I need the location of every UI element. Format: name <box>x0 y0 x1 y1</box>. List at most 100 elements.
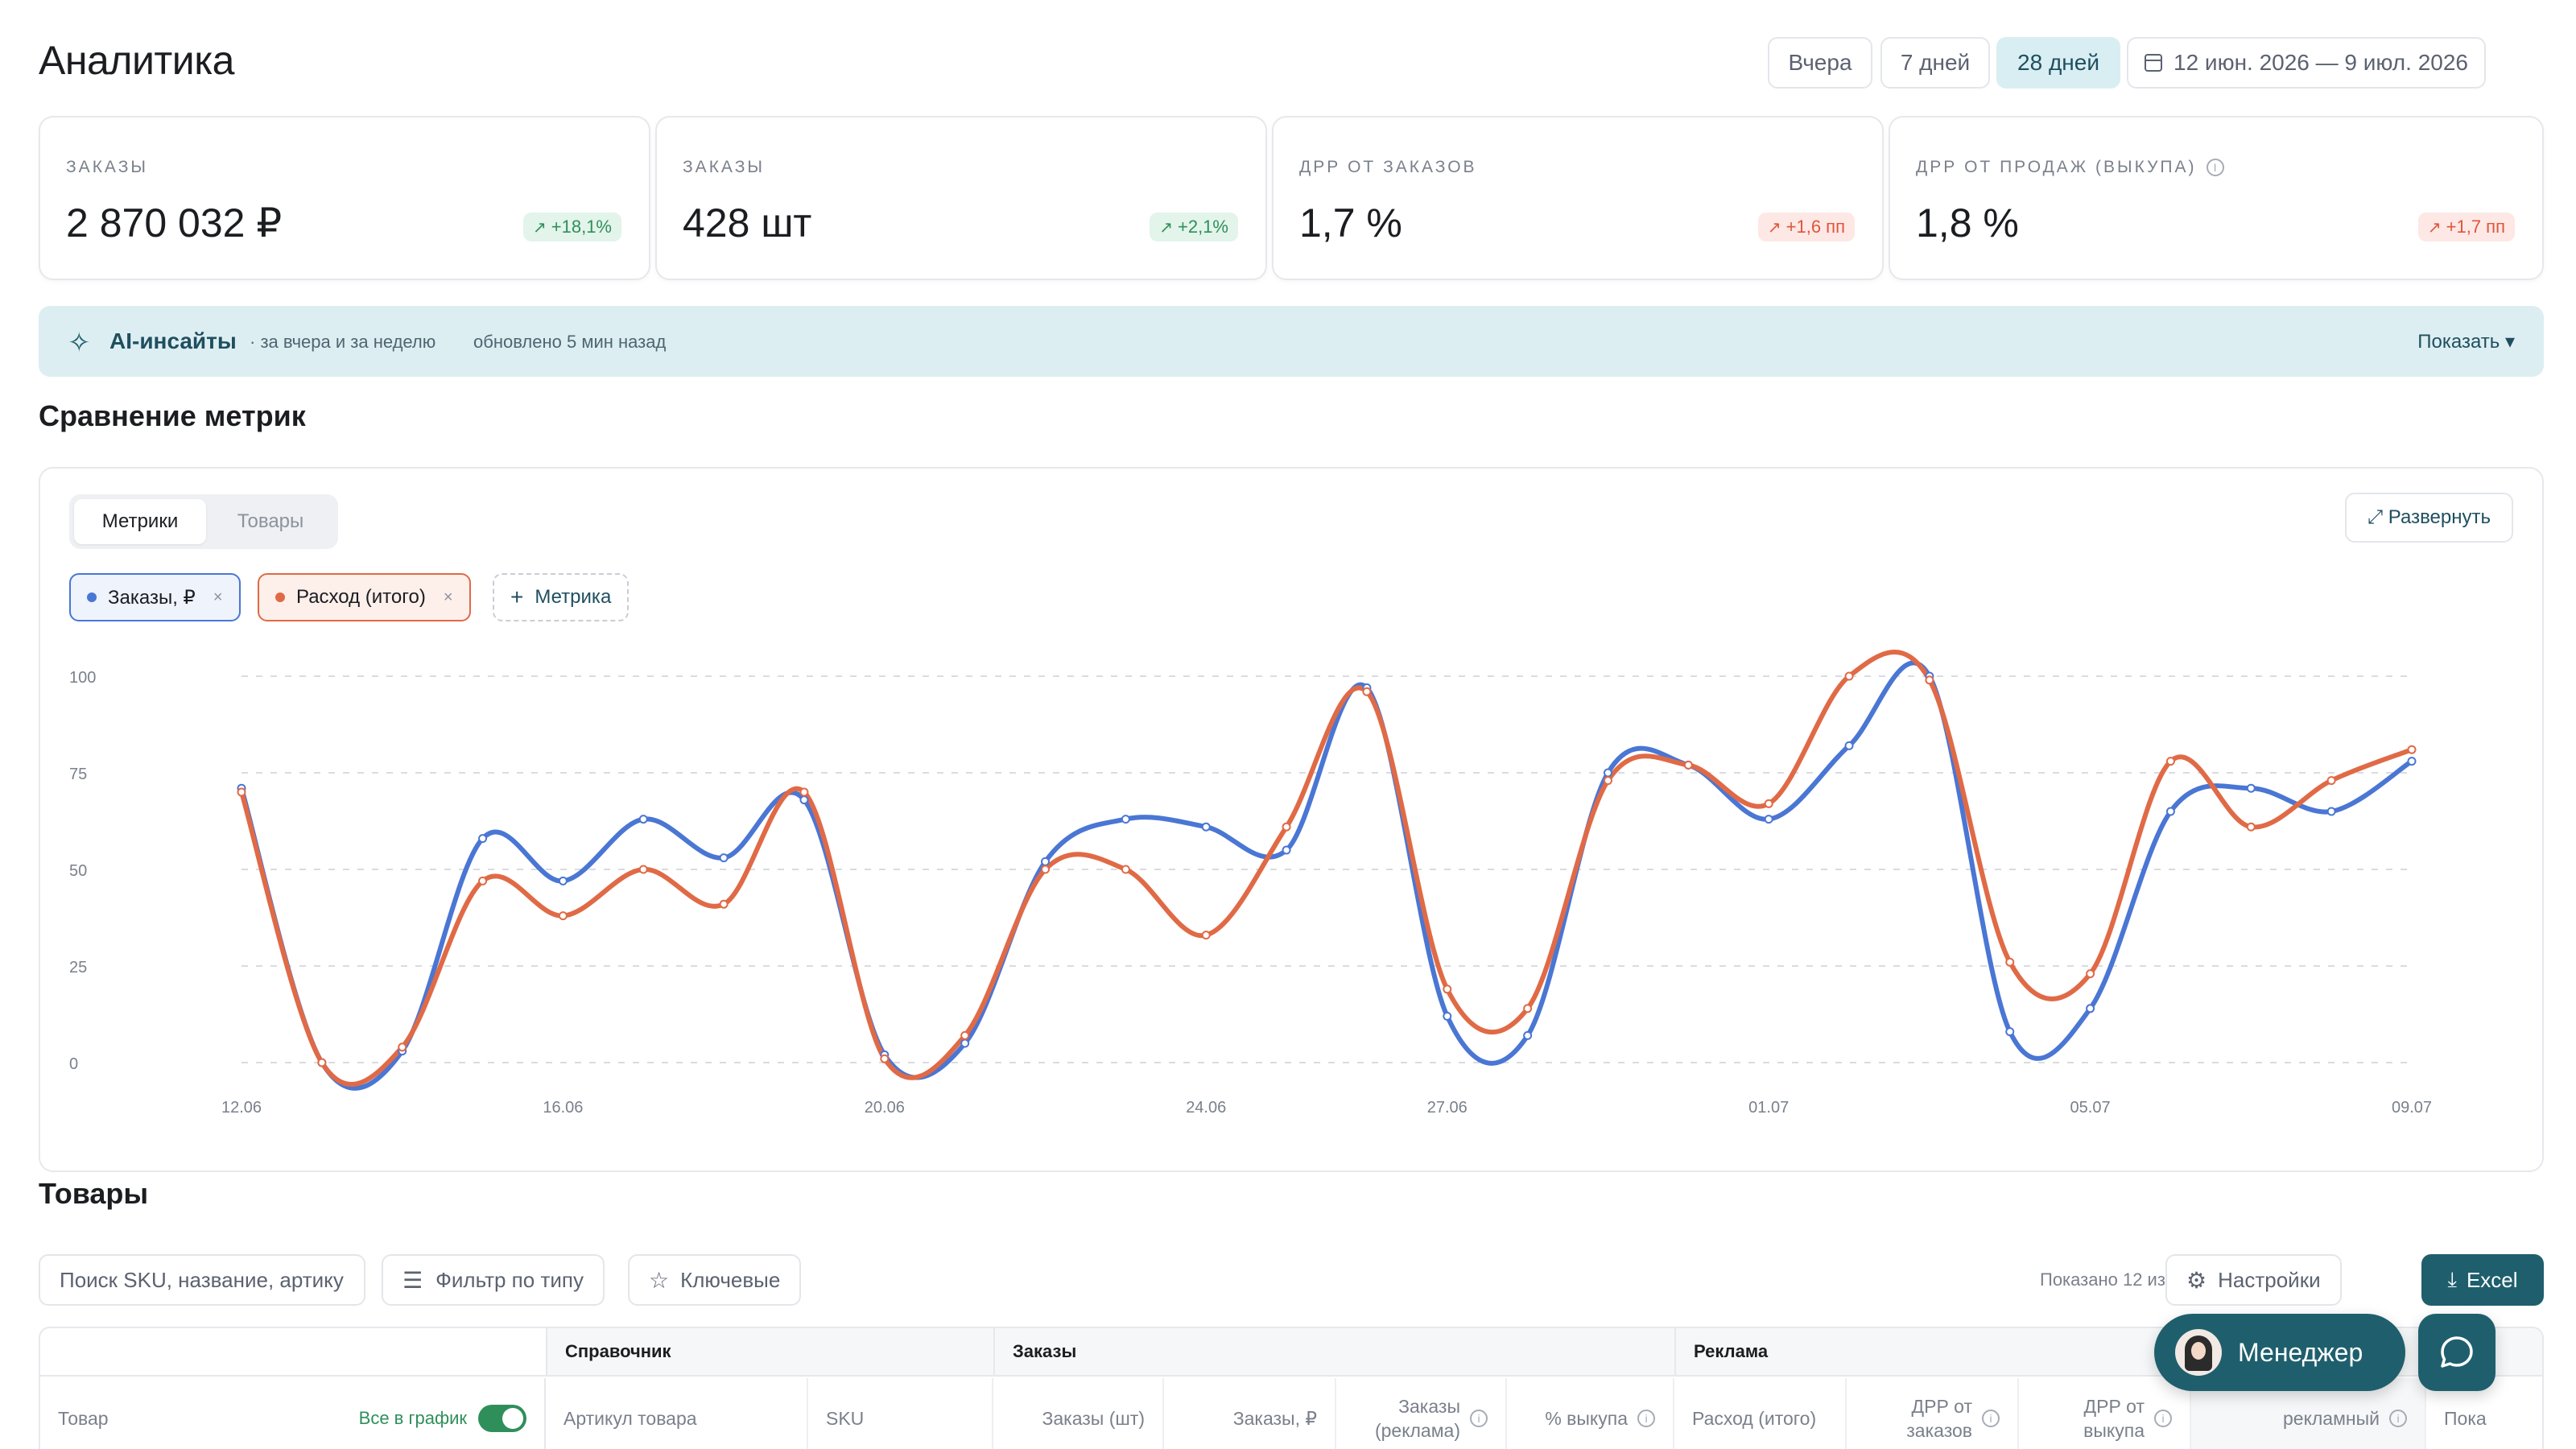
info-icon[interactable]: i <box>1637 1410 1655 1427</box>
data-point <box>1362 687 1372 696</box>
kpi-card-drr-sales: ДРР от продаж (выкупа) i 1,8 % ↗ +1,7 пп <box>1889 116 2544 280</box>
data-point <box>1603 776 1612 786</box>
products-search-input[interactable]: Поиск SKU, название, артику <box>39 1254 365 1306</box>
col-orders-qty[interactable]: Заказы (шт) <box>993 1378 1164 1449</box>
kpi-delta-badge: ↗ +1,6 пп <box>1757 213 1855 242</box>
chat-button[interactable] <box>2418 1314 2496 1391</box>
kpi-card-orders-qty: Заказы 428 шт ↗ +2,1% <box>655 116 1267 280</box>
filter-type-button[interactable]: ☰ Фильтр по типу <box>382 1254 605 1306</box>
period-yesterday-button[interactable]: Вчера <box>1768 37 1872 89</box>
data-point <box>1201 822 1211 832</box>
info-icon[interactable]: i <box>2206 159 2224 176</box>
col-drr-buyout-label: ДРР от выкупа <box>2083 1396 2145 1441</box>
avatar <box>2175 1329 2222 1376</box>
data-point <box>960 1038 970 1048</box>
data-point <box>2086 969 2095 979</box>
key-products-button[interactable]: ☆ Ключевые <box>628 1254 802 1306</box>
trend-up-icon: ↗ <box>1159 218 1173 237</box>
x-tick-label: 16.06 <box>543 1099 583 1117</box>
col-drr-orders-label: ДРР от заказов <box>1906 1396 1972 1441</box>
col-spend[interactable]: Расход (итого) <box>1674 1378 1847 1449</box>
key-label: Ключевые <box>680 1267 781 1292</box>
col-drr-buyout[interactable]: ДРР от выкупа i <box>2019 1378 2191 1449</box>
tab-metrics[interactable]: Метрики <box>74 499 206 544</box>
period-28days-button[interactable]: 28 дней <box>1996 37 2120 89</box>
ai-insights-bar[interactable]: ✧ AI-инсайты · за вчера и за неделю обно… <box>39 306 2544 377</box>
gear-icon: ⚙ <box>2186 1267 2207 1293</box>
close-icon[interactable]: × <box>443 588 453 606</box>
products-title: Товары <box>39 1177 149 1210</box>
data-point <box>1844 741 1854 750</box>
metric-chip-spend[interactable]: Расход (итого) × <box>258 573 471 621</box>
col-drr-orders[interactable]: ДРР от заказов i <box>1847 1378 2019 1449</box>
star-icon: ☆ <box>649 1267 670 1293</box>
ai-insights-show-button[interactable]: Показать ▾ <box>2417 331 2515 353</box>
info-icon[interactable]: i <box>2389 1410 2407 1427</box>
ai-insights-subtitle: · за вчера и за неделю <box>250 332 436 352</box>
col-orders-ads[interactable]: Заказы (реклама) i <box>1336 1378 1507 1449</box>
toggle-switch[interactable] <box>478 1405 526 1432</box>
table-group-ads: Реклама <box>1674 1328 2542 1377</box>
add-metric-label: Метрика <box>535 586 612 608</box>
info-icon[interactable]: i <box>1470 1410 1488 1427</box>
data-point <box>1443 1011 1452 1021</box>
manager-button[interactable]: Менеджер <box>2154 1314 2405 1391</box>
info-icon[interactable]: i <box>1982 1410 2000 1427</box>
page-title: Аналитика <box>39 38 235 83</box>
col-orders-rub[interactable]: Заказы, ₽ <box>1164 1378 1336 1449</box>
y-tick-label: 50 <box>69 862 87 880</box>
data-point <box>1041 857 1051 866</box>
data-point <box>638 865 648 874</box>
data-point <box>1764 799 1773 808</box>
data-point <box>2326 776 2336 786</box>
y-tick-label: 100 <box>69 669 96 687</box>
add-metric-button[interactable]: + Метрика <box>493 573 630 621</box>
data-point <box>1764 815 1773 824</box>
col-article[interactable]: Артикул товара <box>546 1378 808 1449</box>
data-point <box>2407 745 2417 754</box>
date-range-label: 12 июн. 2026 — 9 июл. 2026 <box>2174 50 2468 75</box>
date-range-picker[interactable]: 12 июн. 2026 — 9 июл. 2026 <box>2127 37 2486 89</box>
settings-button[interactable]: ⚙ Настройки <box>2165 1254 2342 1306</box>
x-tick-label: 01.07 <box>1748 1099 1789 1117</box>
col-product[interactable]: Товар Все в график <box>40 1378 546 1449</box>
tab-products[interactable]: Товары <box>237 510 304 532</box>
data-point <box>478 834 488 844</box>
trend-up-icon: ↗ <box>1767 218 1781 237</box>
products-table: Справочник Заказы Реклама Товар Все в гр… <box>39 1327 2544 1449</box>
kpi-value: 1,7 % <box>1299 200 1402 246</box>
x-tick-label: 09.07 <box>2392 1099 2432 1117</box>
data-point <box>1925 675 1934 685</box>
metric-chip-orders[interactable]: Заказы, ₽ × <box>69 573 241 621</box>
download-icon: ⤓ <box>2447 1267 2457 1291</box>
metric-chip-label: Заказы, ₽ <box>108 586 196 609</box>
x-tick-label: 24.06 <box>1186 1099 1226 1117</box>
data-point <box>1683 760 1693 770</box>
data-point <box>719 899 729 909</box>
series-dot <box>275 592 285 602</box>
table-group-orders: Заказы <box>993 1328 1674 1377</box>
data-point <box>2246 822 2256 832</box>
sliders-icon: ☰ <box>402 1267 423 1293</box>
data-point <box>799 795 809 805</box>
kpi-label: Заказы <box>683 158 765 176</box>
data-point <box>1443 985 1452 994</box>
series-line-spend <box>239 650 2414 1087</box>
data-point <box>799 787 809 797</box>
data-point <box>2246 783 2256 793</box>
period-7days-button[interactable]: 7 дней <box>1880 37 1990 89</box>
trend-up-icon: ↗ <box>533 218 547 237</box>
info-icon[interactable]: i <box>2154 1410 2172 1427</box>
close-icon[interactable]: × <box>213 588 223 606</box>
data-point <box>1523 1004 1533 1013</box>
x-tick-label: 27.06 <box>1427 1099 1468 1117</box>
x-tick-label: 20.06 <box>865 1099 905 1117</box>
excel-export-button[interactable]: ⤓ Excel <box>2421 1254 2544 1306</box>
col-show-clip[interactable]: Пока <box>2444 1407 2487 1429</box>
all-in-chart-toggle[interactable]: Все в график <box>359 1405 526 1432</box>
data-point <box>638 815 648 824</box>
excel-label: Excel <box>2466 1267 2518 1292</box>
expand-button[interactable]: ⤢ Развернуть <box>2344 493 2513 543</box>
col-buyout[interactable]: % выкупа i <box>1507 1378 1674 1449</box>
col-sku[interactable]: SKU <box>808 1378 993 1449</box>
